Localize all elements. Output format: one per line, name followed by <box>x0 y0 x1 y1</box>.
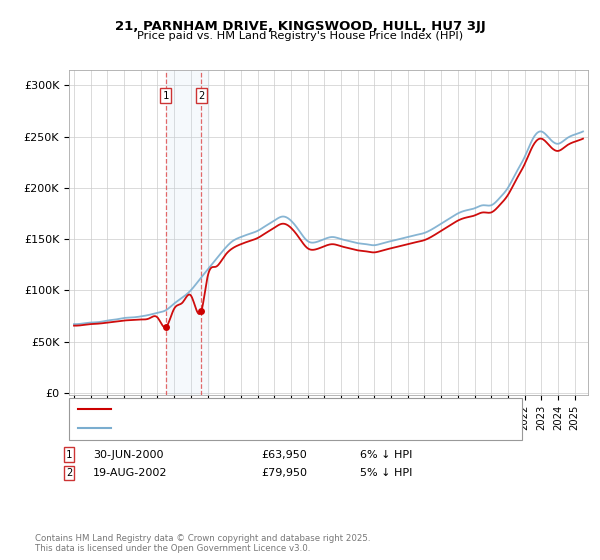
Text: HPI: Average price, detached house, City of Kingston upon Hull: HPI: Average price, detached house, City… <box>116 423 430 433</box>
Text: 2: 2 <box>66 468 72 478</box>
Text: 6% ↓ HPI: 6% ↓ HPI <box>360 450 412 460</box>
Bar <box>166 70 210 395</box>
Text: Price paid vs. HM Land Registry's House Price Index (HPI): Price paid vs. HM Land Registry's House … <box>137 31 463 41</box>
Text: 21, PARNHAM DRIVE, KINGSWOOD, HULL, HU7 3JJ (detached house): 21, PARNHAM DRIVE, KINGSWOOD, HULL, HU7 … <box>116 404 454 414</box>
Text: 19-AUG-2002: 19-AUG-2002 <box>93 468 167 478</box>
Text: 1: 1 <box>66 450 72 460</box>
Text: 21, PARNHAM DRIVE, KINGSWOOD, HULL, HU7 3JJ: 21, PARNHAM DRIVE, KINGSWOOD, HULL, HU7 … <box>115 20 485 32</box>
Text: 2: 2 <box>198 91 205 101</box>
Text: 1: 1 <box>163 91 169 101</box>
Text: £63,950: £63,950 <box>261 450 307 460</box>
Text: 5% ↓ HPI: 5% ↓ HPI <box>360 468 412 478</box>
Text: 30-JUN-2000: 30-JUN-2000 <box>93 450 163 460</box>
Text: £79,950: £79,950 <box>261 468 307 478</box>
Text: Contains HM Land Registry data © Crown copyright and database right 2025.
This d: Contains HM Land Registry data © Crown c… <box>35 534 370 553</box>
